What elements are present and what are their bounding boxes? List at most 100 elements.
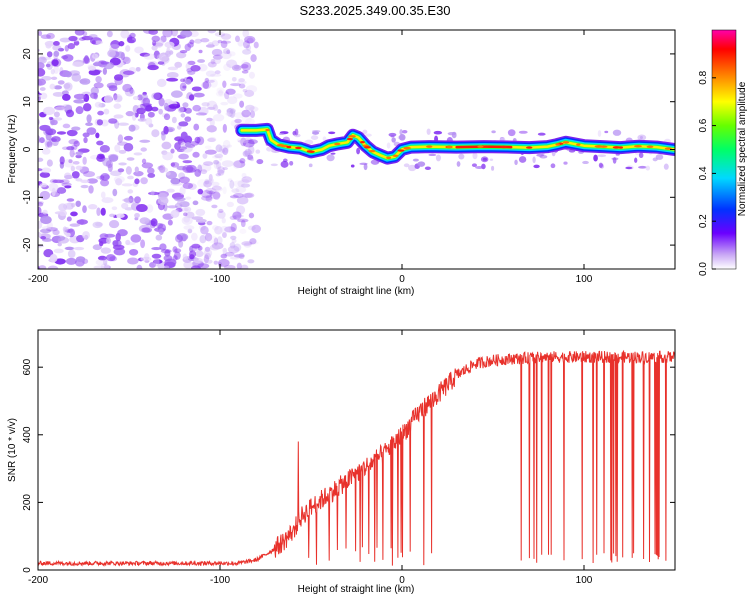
noise-speckle [38,168,43,172]
noise-speckle [95,132,100,139]
ridge-hotspot [348,135,356,138]
noise-speckle [100,263,110,269]
ridge-speckle [328,131,336,135]
snr-xlabel: Height of straight line (km) [298,584,415,595]
noise-speckle [187,60,196,66]
noise-speckle [150,190,155,196]
noise-speckle [74,30,85,36]
noise-speckle [249,110,256,118]
snr-ylabel: SNR (10 * v/v) [7,418,18,482]
noise-speckle [233,193,245,198]
noise-speckle [227,178,233,182]
noise-speckle [226,201,234,208]
noise-speckle [197,179,208,188]
spectrogram-ytick-label: 0 [22,146,33,152]
noise-speckle [227,245,240,254]
noise-speckle [179,50,188,54]
ridge-hotspot [562,141,570,144]
noise-speckle [240,64,249,69]
noise-speckle [211,185,222,191]
noise-speckle [164,41,175,48]
noise-speckle [44,140,50,149]
noise-speckle [127,257,139,265]
noise-speckle [241,241,253,246]
noise-speckle [220,33,232,40]
noise-speckle [208,136,217,143]
noise-speckle [117,122,129,126]
noise-speckle [177,200,183,205]
noise-speckle [127,175,134,180]
noise-speckle [117,168,125,173]
noise-speckle [71,73,82,82]
noise-speckle [161,132,166,141]
noise-speckle [218,258,230,267]
noise-speckle [89,92,98,99]
ridge-speckle [424,166,431,171]
spectrogram-xlabel: Height of straight line (km) [298,286,415,297]
noise-speckle [248,241,259,245]
noise-speckle [242,193,253,198]
noise-speckle [208,178,215,184]
noise-speckle [120,30,130,39]
noise-speckle [229,256,240,260]
noise-speckle [66,198,75,202]
noise-speckle [214,70,221,75]
noise-speckle [168,128,174,132]
noise-speckle [208,178,213,185]
noise-speckle [206,220,213,226]
noise-speckle [223,63,232,71]
noise-speckle [182,102,189,108]
spectrogram-ylabel: Frequency (Hz) [7,115,18,184]
noise-speckle [240,264,249,269]
noise-speckle [86,127,97,135]
noise-speckle [118,40,125,47]
noise-speckle [218,89,224,96]
noise-speckle [237,80,247,85]
ridge-speckle [597,154,607,158]
noise-speckle [40,215,52,225]
noise-speckle [165,171,171,176]
noise-speckle [240,137,247,147]
noise-speckle [219,144,229,154]
noise-speckle [222,232,227,238]
ridge-speckle [655,154,664,160]
noise-speckle [67,249,76,259]
noise-speckle [42,209,48,215]
noise-speckle [229,242,236,249]
noise-speckle [178,176,190,184]
noise-speckle [202,153,208,159]
noise-speckle [235,186,247,194]
noise-speckle [218,208,224,214]
noise-speckle [201,195,213,201]
ridge-speckle [456,161,461,167]
ridge-speckle [310,135,319,140]
noise-speckle [50,58,62,68]
noise-speckle [233,64,240,70]
noise-speckle [137,118,147,122]
noise-speckle [209,73,222,77]
noise-speckle [108,118,118,124]
noise-speckle [206,100,218,110]
noise-speckle [96,140,104,146]
noise-speckle [195,112,208,116]
noise-speckle [150,218,158,227]
noise-speckle [176,51,187,59]
ridge-hotspot [618,146,624,149]
noise-speckle [38,55,46,63]
noise-speckle [219,225,230,234]
noise-speckle [39,182,48,188]
noise-speckle [201,102,210,107]
noise-speckle [204,233,213,242]
noise-speckle [139,52,151,57]
noise-speckle [163,265,170,269]
noise-speckle [140,256,152,262]
noise-speckle [96,207,101,217]
ridge-speckle [365,133,372,137]
noise-speckle [143,30,155,34]
noise-speckle [75,178,83,182]
noise-speckle [197,63,208,72]
ridge-speckle [266,146,273,152]
noise-speckle [72,61,84,67]
noise-speckle [162,30,173,38]
noise-speckle [214,226,223,235]
